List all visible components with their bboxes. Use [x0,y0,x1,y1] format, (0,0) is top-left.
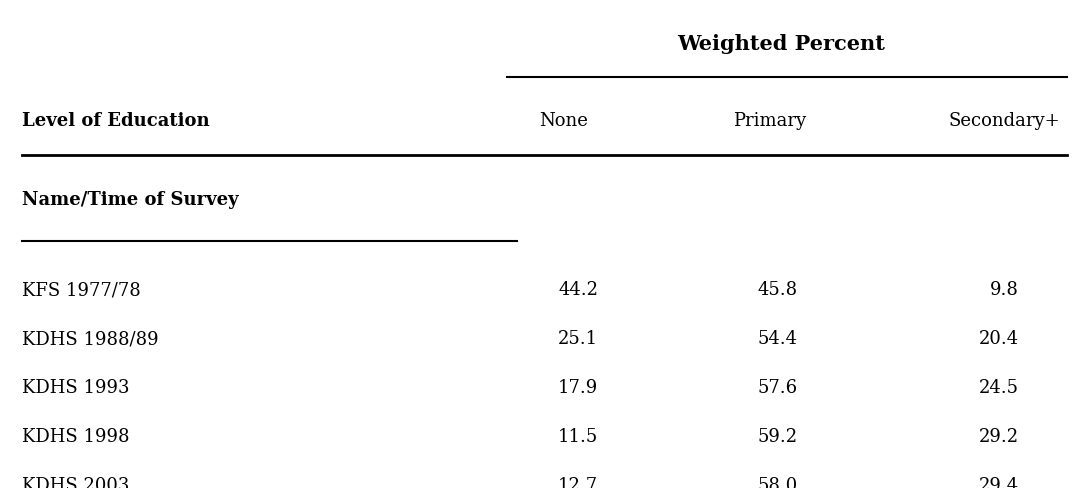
Text: KDHS 1993: KDHS 1993 [22,378,129,396]
Text: 12.7: 12.7 [558,476,598,488]
Text: 17.9: 17.9 [558,378,598,396]
Text: 25.1: 25.1 [558,329,598,347]
Text: 24.5: 24.5 [979,378,1019,396]
Text: Level of Education: Level of Education [22,112,209,130]
Text: 57.6: 57.6 [758,378,798,396]
Text: KDHS 1998: KDHS 1998 [22,427,129,445]
Text: 54.4: 54.4 [758,329,798,347]
Text: KDHS 2003: KDHS 2003 [22,476,129,488]
Text: Weighted Percent: Weighted Percent [678,34,885,54]
Text: 59.2: 59.2 [758,427,798,445]
Text: KDHS 1988/89: KDHS 1988/89 [22,329,158,347]
Text: Name/Time of Survey: Name/Time of Survey [22,190,238,208]
Text: 20.4: 20.4 [979,329,1019,347]
Text: 9.8: 9.8 [990,281,1019,299]
Text: Secondary+: Secondary+ [949,112,1061,130]
Text: 58.0: 58.0 [758,476,798,488]
Text: 44.2: 44.2 [558,281,598,299]
Text: 45.8: 45.8 [758,281,798,299]
Text: 29.4: 29.4 [979,476,1019,488]
Text: 11.5: 11.5 [558,427,598,445]
Text: 29.2: 29.2 [979,427,1019,445]
Text: KFS 1977/78: KFS 1977/78 [22,281,140,299]
Text: None: None [539,112,588,130]
Text: Primary: Primary [733,112,806,130]
